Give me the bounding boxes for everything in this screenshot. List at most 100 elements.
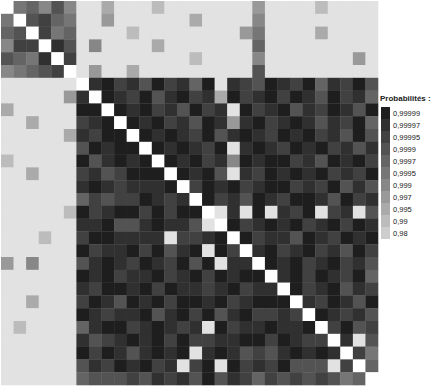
cell — [39, 14, 52, 27]
cell — [277, 1, 290, 14]
colorbar-tick-label: 0,995 — [393, 205, 412, 214]
cell — [290, 39, 303, 52]
cell — [139, 27, 152, 40]
cell — [252, 116, 265, 129]
cell — [51, 103, 64, 116]
diagonal-cell — [139, 142, 152, 155]
cell — [102, 257, 115, 270]
cell — [1, 219, 14, 232]
cell — [114, 39, 127, 52]
cell — [14, 142, 27, 155]
cell — [26, 270, 39, 283]
cell — [252, 334, 265, 347]
cell — [26, 167, 39, 180]
cell — [39, 308, 52, 321]
cell — [127, 65, 140, 78]
cell — [265, 52, 278, 65]
cell — [190, 39, 203, 52]
cell — [89, 14, 102, 27]
cell — [315, 1, 328, 14]
cell — [240, 270, 253, 283]
cell — [164, 116, 177, 129]
cell — [340, 78, 353, 91]
colorbar-swatch — [381, 131, 390, 143]
cell — [76, 116, 89, 129]
cell — [265, 91, 278, 104]
cell — [114, 321, 127, 334]
cell — [51, 359, 64, 372]
cell — [127, 295, 140, 308]
cell — [64, 1, 77, 14]
cell — [51, 295, 64, 308]
diagonal-cell — [240, 244, 253, 257]
cell — [303, 27, 316, 40]
cell — [227, 283, 240, 296]
cell — [277, 14, 290, 27]
cell — [190, 219, 203, 232]
cell — [76, 65, 89, 78]
diagonal-cell — [303, 308, 316, 321]
cell — [177, 206, 190, 219]
cell — [190, 321, 203, 334]
cell — [252, 78, 265, 91]
cell — [89, 219, 102, 232]
diagonal-cell — [89, 91, 102, 104]
cell — [1, 27, 14, 40]
cell — [315, 244, 328, 257]
cell — [39, 103, 52, 116]
cell — [76, 167, 89, 180]
cell — [139, 206, 152, 219]
cell — [152, 103, 165, 116]
cell — [365, 142, 378, 155]
cell — [265, 116, 278, 129]
cell — [139, 78, 152, 91]
cell — [277, 116, 290, 129]
cell — [227, 359, 240, 372]
cell — [353, 283, 366, 296]
cell — [277, 167, 290, 180]
cell — [365, 295, 378, 308]
cell — [340, 359, 353, 372]
cell — [340, 14, 353, 27]
chart: Probabilités :0,999990,999970,999950,999… — [0, 0, 434, 387]
cell — [290, 257, 303, 270]
cell — [114, 334, 127, 347]
cell — [14, 129, 27, 142]
cell — [265, 334, 278, 347]
cell — [102, 334, 115, 347]
cell — [227, 65, 240, 78]
cell — [290, 283, 303, 296]
cell — [39, 52, 52, 65]
colorbar-swatch — [381, 179, 390, 191]
cell — [277, 257, 290, 270]
cell — [114, 27, 127, 40]
cell — [340, 372, 353, 385]
cell — [14, 103, 27, 116]
cell — [252, 65, 265, 78]
cell — [265, 1, 278, 14]
cell — [26, 65, 39, 78]
cell — [26, 1, 39, 14]
cell — [340, 52, 353, 65]
cell — [290, 334, 303, 347]
cell — [202, 78, 215, 91]
cell — [164, 129, 177, 142]
cell — [152, 167, 165, 180]
cell — [76, 39, 89, 52]
cell — [114, 257, 127, 270]
cell — [89, 155, 102, 168]
cell — [340, 206, 353, 219]
cell — [139, 295, 152, 308]
cell — [164, 180, 177, 193]
cell — [64, 231, 77, 244]
cell — [190, 27, 203, 40]
cell — [353, 334, 366, 347]
cell — [328, 308, 341, 321]
cell — [1, 359, 14, 372]
cell — [353, 103, 366, 116]
cell — [190, 283, 203, 296]
cell — [277, 372, 290, 385]
cell — [252, 27, 265, 40]
cell — [202, 91, 215, 104]
cell — [139, 116, 152, 129]
